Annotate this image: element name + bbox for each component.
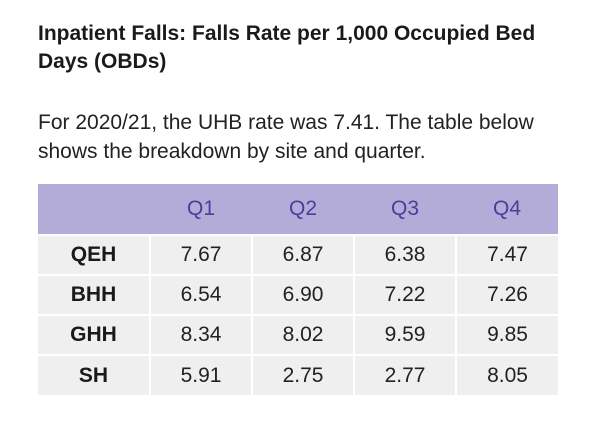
table-cell: 6.54 — [150, 275, 253, 316]
table-cell: 8.02 — [252, 315, 355, 356]
falls-rate-table-container: Q1 Q2 Q3 Q4 QEH 7.67 6.87 6.38 7.47 BHH … — [38, 184, 558, 395]
table-row: SH 5.91 2.75 2.77 8.05 — [38, 355, 558, 395]
column-header-q1: Q1 — [150, 184, 252, 236]
column-header-q4: Q4 — [456, 184, 558, 236]
table-cell: 2.77 — [354, 355, 457, 395]
table-cell: 7.67 — [150, 235, 253, 276]
table-cell: 8.05 — [456, 355, 558, 395]
column-header-q3: Q3 — [354, 184, 456, 236]
table-row: GHH 8.34 8.02 9.59 9.85 — [38, 315, 558, 356]
table-cell: 8.34 — [150, 315, 253, 356]
table-cell: 2.75 — [252, 355, 355, 395]
intro-paragraph: For 2020/21, the UHB rate was 7.41. The … — [38, 111, 534, 163]
table-corner-cell — [38, 184, 150, 236]
row-header-site: BHH — [38, 275, 151, 316]
row-header-site: GHH — [38, 315, 151, 356]
table-cell: 6.90 — [252, 275, 355, 316]
table-row: QEH 7.67 6.87 6.38 7.47 — [38, 235, 558, 276]
table-cell: 6.38 — [354, 235, 457, 276]
column-header-q2: Q2 — [252, 184, 354, 236]
table-cell: 6.87 — [252, 235, 355, 276]
table-header-row: Q1 Q2 Q3 Q4 — [38, 184, 558, 236]
row-header-site: SH — [38, 355, 151, 395]
table-cell: 5.91 — [150, 355, 253, 395]
table-cell: 7.26 — [456, 275, 558, 316]
page-heading: Inpatient Falls: Falls Rate per 1,000 Oc… — [38, 22, 536, 73]
table-cell: 9.85 — [456, 315, 558, 356]
falls-rate-table: Q1 Q2 Q3 Q4 QEH 7.67 6.87 6.38 7.47 BHH … — [38, 184, 558, 395]
table-cell: 9.59 — [354, 315, 457, 356]
table-cell: 7.47 — [456, 235, 558, 276]
row-header-site: QEH — [38, 235, 151, 276]
table-row: BHH 6.54 6.90 7.22 7.26 — [38, 275, 558, 316]
table-cell: 7.22 — [354, 275, 457, 316]
